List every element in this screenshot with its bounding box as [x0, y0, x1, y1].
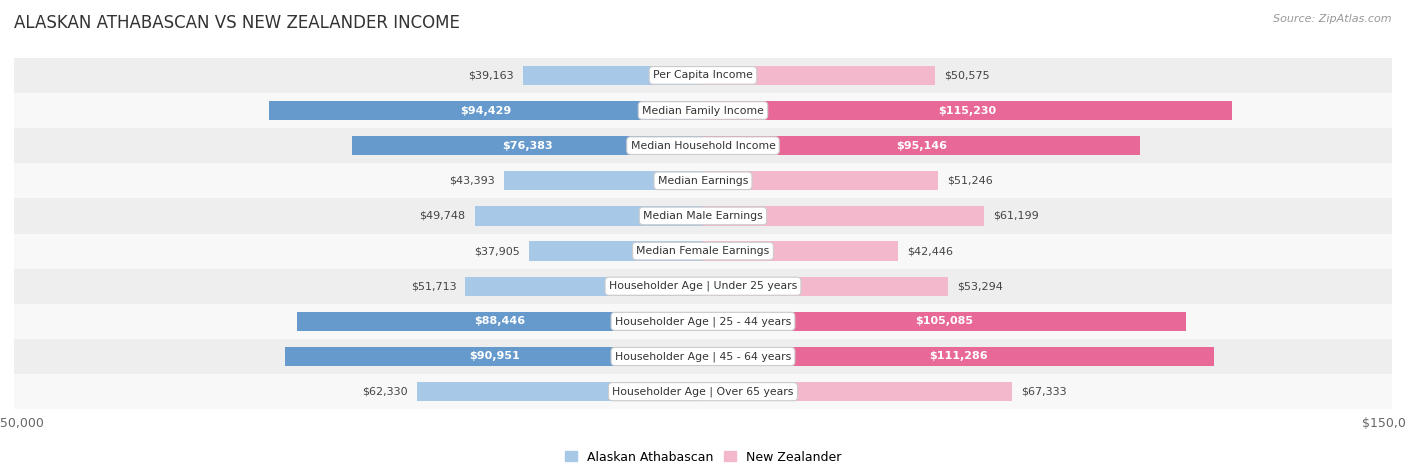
Text: $88,446: $88,446 — [474, 316, 526, 326]
Bar — [14, 374, 1392, 409]
Bar — [14, 93, 1392, 128]
Bar — [14, 269, 1392, 304]
Text: ALASKAN ATHABASCAN VS NEW ZEALANDER INCOME: ALASKAN ATHABASCAN VS NEW ZEALANDER INCO… — [14, 14, 460, 32]
Text: $43,393: $43,393 — [449, 176, 495, 186]
Text: $62,330: $62,330 — [361, 387, 408, 396]
Bar — [523, 66, 703, 85]
Text: $105,085: $105,085 — [915, 316, 973, 326]
Text: Median Male Earnings: Median Male Earnings — [643, 211, 763, 221]
Bar — [14, 198, 1392, 234]
Bar — [14, 128, 1392, 163]
Text: $53,294: $53,294 — [957, 281, 1002, 291]
Text: Householder Age | Over 65 years: Householder Age | Over 65 years — [612, 386, 794, 397]
Text: $61,199: $61,199 — [993, 211, 1039, 221]
Legend: Alaskan Athabascan, New Zealander: Alaskan Athabascan, New Zealander — [560, 446, 846, 467]
Bar — [270, 101, 703, 120]
Bar — [703, 241, 898, 261]
Text: $37,905: $37,905 — [474, 246, 520, 256]
Text: Per Capita Income: Per Capita Income — [652, 71, 754, 80]
Bar — [703, 66, 935, 85]
Text: $111,286: $111,286 — [929, 352, 988, 361]
Bar — [703, 171, 938, 191]
Text: $51,246: $51,246 — [948, 176, 993, 186]
Bar — [703, 382, 1012, 401]
Text: Median Female Earnings: Median Female Earnings — [637, 246, 769, 256]
Bar — [14, 234, 1392, 269]
Bar — [703, 311, 1185, 331]
Text: $90,951: $90,951 — [468, 352, 519, 361]
Text: $94,429: $94,429 — [461, 106, 512, 115]
Text: $39,163: $39,163 — [468, 71, 515, 80]
Text: $42,446: $42,446 — [907, 246, 953, 256]
Bar — [14, 304, 1392, 339]
Bar — [703, 347, 1215, 366]
Text: $95,146: $95,146 — [896, 141, 948, 151]
Text: $49,748: $49,748 — [419, 211, 465, 221]
Text: Median Household Income: Median Household Income — [630, 141, 776, 151]
Bar — [474, 206, 703, 226]
Bar — [503, 171, 703, 191]
Text: Median Family Income: Median Family Income — [643, 106, 763, 115]
Text: Householder Age | 25 - 44 years: Householder Age | 25 - 44 years — [614, 316, 792, 326]
Bar — [14, 58, 1392, 93]
Bar — [285, 347, 703, 366]
Text: Householder Age | Under 25 years: Householder Age | Under 25 years — [609, 281, 797, 291]
Text: Median Earnings: Median Earnings — [658, 176, 748, 186]
Text: $115,230: $115,230 — [939, 106, 997, 115]
Text: $51,713: $51,713 — [411, 281, 457, 291]
Bar — [465, 276, 703, 296]
Text: Source: ZipAtlas.com: Source: ZipAtlas.com — [1274, 14, 1392, 24]
Bar — [703, 101, 1232, 120]
Bar — [14, 163, 1392, 198]
Bar — [352, 136, 703, 156]
Bar — [297, 311, 703, 331]
Text: $50,575: $50,575 — [945, 71, 990, 80]
Text: $76,383: $76,383 — [502, 141, 553, 151]
Bar — [703, 206, 984, 226]
Text: Householder Age | 45 - 64 years: Householder Age | 45 - 64 years — [614, 351, 792, 362]
Bar — [529, 241, 703, 261]
Bar — [416, 382, 703, 401]
Text: $67,333: $67,333 — [1021, 387, 1067, 396]
Bar — [14, 339, 1392, 374]
Bar — [703, 136, 1140, 156]
Bar — [703, 276, 948, 296]
